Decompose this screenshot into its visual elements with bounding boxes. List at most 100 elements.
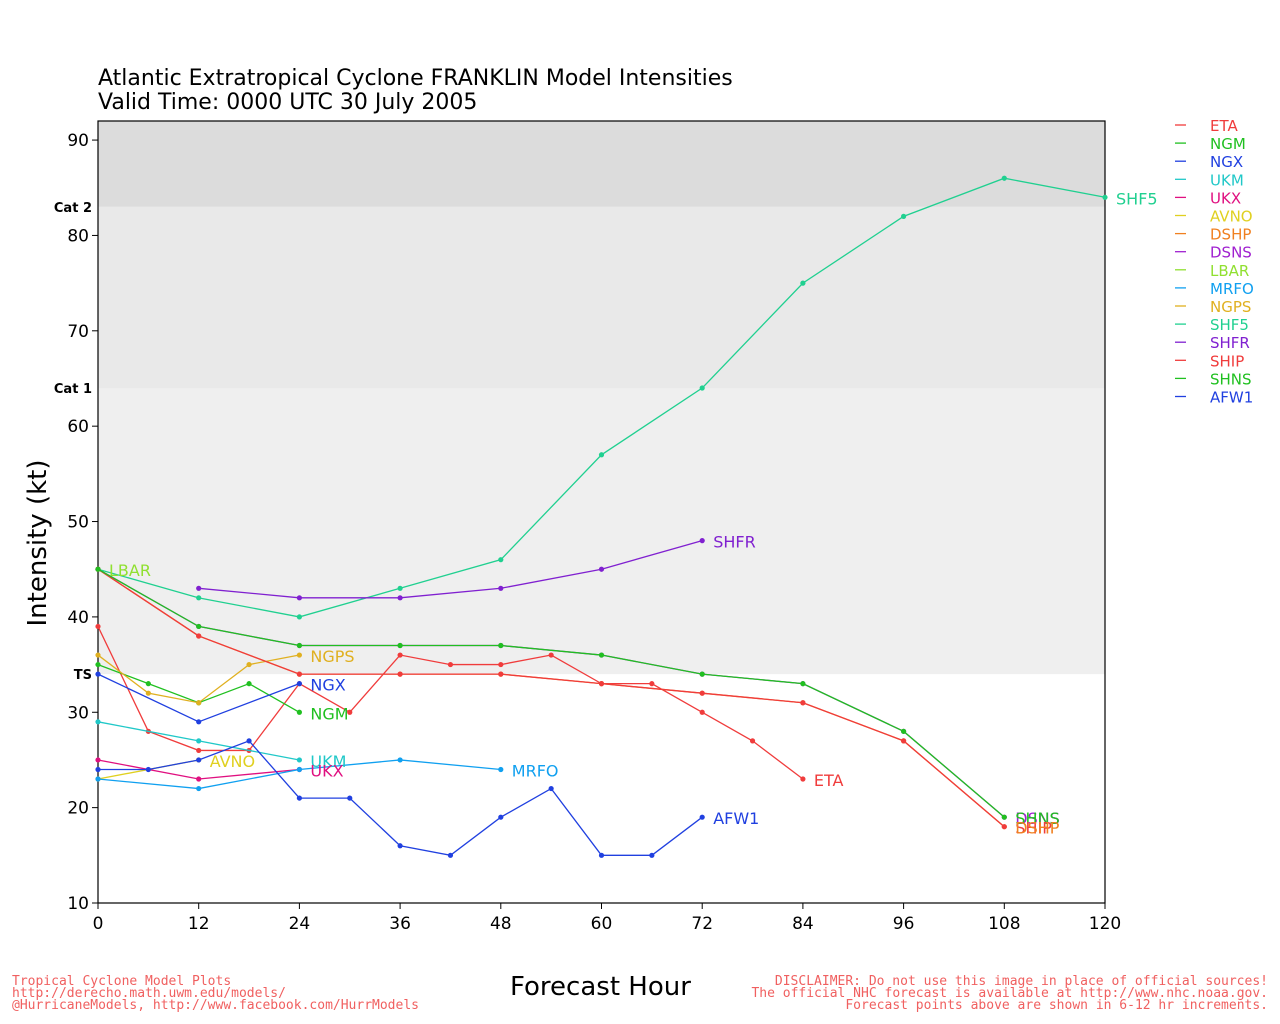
- intensity-band: [98, 206, 1105, 389]
- chart-subtitle: Valid Time: 0000 UTC 30 July 2005: [98, 90, 478, 115]
- legend-entry: NGM: [1210, 135, 1246, 153]
- data-point: [296, 671, 302, 677]
- data-point: [498, 557, 504, 563]
- legend-entry: DSHP: [1210, 226, 1251, 244]
- data-point: [699, 671, 705, 677]
- footer-disclaimer-line: The official NHC forecast is available a…: [751, 986, 1268, 1001]
- data-point: [397, 757, 403, 763]
- series-end-label: UKM: [310, 752, 346, 771]
- data-point: [1001, 175, 1007, 181]
- y-tick-label: 90: [67, 131, 89, 151]
- data-point: [749, 738, 756, 744]
- data-point: [95, 652, 101, 658]
- data-point: [196, 757, 202, 763]
- x-tick-label: 24: [289, 914, 311, 934]
- legend-entry: LBAR: [1210, 262, 1249, 280]
- series-end-label: LBAR: [109, 561, 151, 580]
- band-label: TS: [74, 668, 92, 683]
- series-end-label: ETA: [814, 771, 844, 790]
- data-point: [1001, 824, 1007, 830]
- series-line: [97, 568, 1005, 828]
- y-axis-label: Intensity (kt): [23, 459, 53, 627]
- data-point: [296, 681, 302, 687]
- legend-entry: DSNS: [1210, 244, 1252, 262]
- legend-entry: SHIP: [1210, 352, 1244, 370]
- series-end-label: DSNS: [1015, 809, 1060, 828]
- series-end-label: NGPS: [310, 647, 354, 666]
- series-line: [97, 759, 501, 790]
- series-end-label: DSHP: [1015, 819, 1060, 838]
- series-end-label: SHFR: [713, 533, 756, 552]
- footer-credits-line: @HurricaneModels, http://www.facebook.co…: [12, 998, 419, 1013]
- data-point: [95, 671, 101, 677]
- data-point: [498, 814, 504, 820]
- x-axis-label: Forecast Hour: [510, 972, 691, 1002]
- data-point: [196, 585, 202, 591]
- data-point: [498, 585, 504, 591]
- series-end-label: MRFO: [512, 761, 559, 780]
- data-point: [447, 852, 454, 858]
- data-point: [296, 757, 302, 763]
- data-point: [901, 728, 907, 734]
- data-point: [498, 642, 504, 649]
- band-label: Cat 2: [54, 201, 92, 216]
- data-point: [699, 538, 705, 544]
- data-point: [901, 213, 907, 219]
- data-point: [196, 747, 202, 754]
- data-point: [347, 795, 353, 801]
- series-end-label: NGM: [310, 704, 348, 723]
- x-tick-label: 120: [1089, 914, 1121, 934]
- data-point: [1102, 194, 1108, 200]
- data-point: [196, 700, 202, 706]
- x-tick-label: 36: [389, 914, 411, 934]
- data-point: [397, 671, 403, 677]
- legend-entry: SHNS: [1210, 370, 1252, 388]
- x-tick-label: 60: [591, 914, 613, 934]
- data-point: [699, 385, 705, 391]
- data-point: [196, 623, 202, 630]
- data-point: [95, 661, 101, 668]
- legend-entry: MRFO: [1210, 280, 1254, 298]
- y-tick-label: 30: [67, 703, 89, 723]
- legend-entry: AFW1: [1210, 389, 1253, 407]
- data-point: [95, 757, 101, 763]
- data-point: [598, 652, 605, 658]
- legend-entry: SHFR: [1210, 334, 1250, 352]
- intensity-band: [98, 121, 1105, 207]
- data-point: [649, 681, 655, 687]
- data-point: [598, 566, 605, 572]
- y-tick-label: 70: [67, 322, 89, 342]
- data-point: [145, 690, 151, 696]
- x-tick-label: 12: [188, 914, 210, 934]
- data-point: [196, 785, 202, 792]
- data-point: [246, 681, 252, 687]
- data-point: [498, 766, 504, 773]
- data-point: [95, 776, 101, 782]
- data-point: [397, 642, 403, 649]
- data-point: [598, 852, 605, 858]
- x-tick-label: 48: [490, 914, 512, 934]
- footer-credits: Tropical Cyclone Model Plots http://derec…: [12, 974, 419, 1013]
- y-tick-label: 80: [67, 226, 89, 246]
- series-end-label: UKX: [310, 761, 343, 780]
- data-point: [95, 623, 101, 630]
- footer-credits-line: http://derecho.math.uwm.edu/models/: [12, 986, 286, 1001]
- data-point: [397, 585, 403, 591]
- data-point: [296, 795, 302, 801]
- series-line: [198, 539, 703, 599]
- data-point: [95, 566, 101, 572]
- y-tick-label: 20: [67, 799, 89, 819]
- footer-credits-line: Tropical Cyclone Model Plots: [12, 974, 232, 989]
- series-end-label: AVNO: [210, 752, 255, 771]
- x-tick-label: 108: [988, 914, 1020, 934]
- footer-disclaimer-line: DISCLAIMER: Do not use this image in pla…: [774, 974, 1268, 989]
- data-point: [901, 738, 907, 744]
- data-point: [296, 595, 302, 601]
- data-point: [598, 452, 605, 458]
- data-point: [800, 776, 806, 782]
- series-end-label: SHIP: [1015, 819, 1052, 838]
- data-point: [548, 785, 554, 792]
- series-end-label: NGX: [310, 676, 345, 695]
- data-point: [196, 776, 202, 782]
